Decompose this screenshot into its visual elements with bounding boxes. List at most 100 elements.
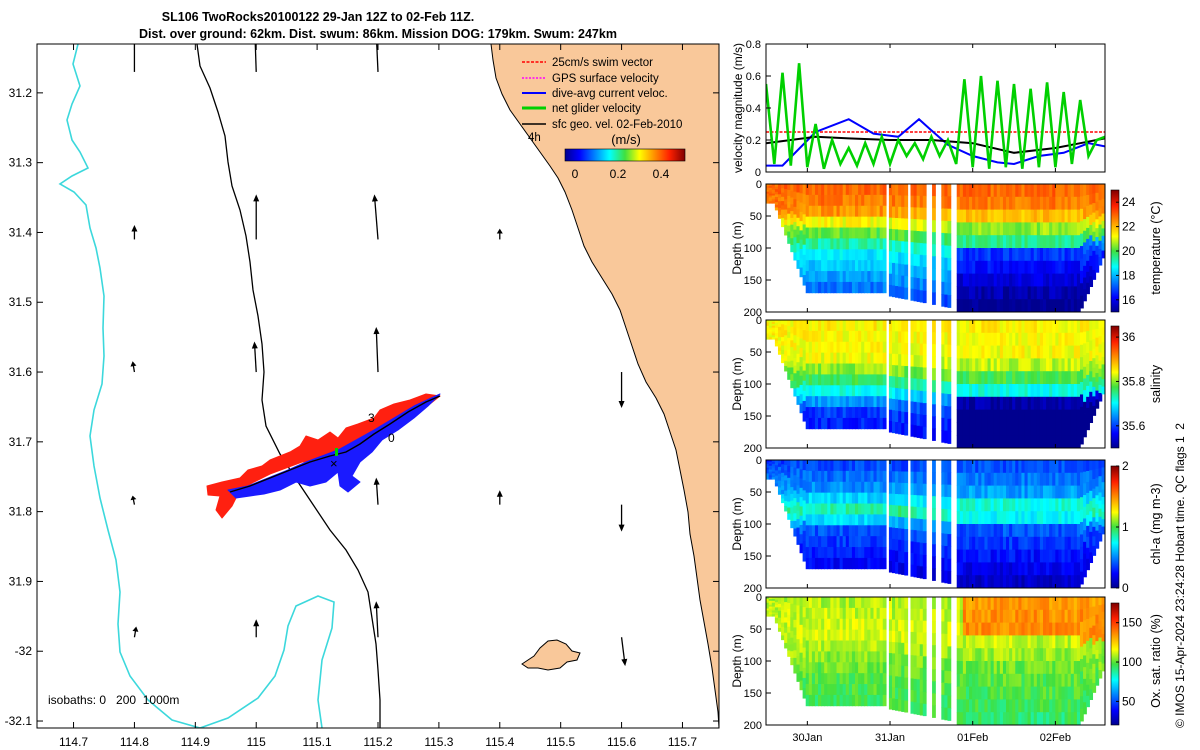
profile-cast-segment bbox=[1070, 409, 1075, 423]
profile-cast-segment bbox=[1049, 524, 1053, 538]
colorbar-tick-label: 36 bbox=[1122, 330, 1136, 344]
profile-cast-segment bbox=[984, 460, 989, 474]
profile-cast-segment bbox=[848, 374, 853, 386]
profile-cast-segment bbox=[814, 385, 819, 397]
profile-cast-segment bbox=[969, 562, 973, 576]
profile-cast-segment bbox=[858, 536, 862, 548]
profile-cast-segment bbox=[1061, 549, 1066, 563]
profile-cast-segment bbox=[827, 396, 832, 408]
profile-cast-segment bbox=[978, 209, 983, 223]
profile-cast-segment bbox=[1079, 196, 1084, 210]
profile-cast-segment bbox=[787, 597, 792, 604]
profile-cast-segment bbox=[956, 485, 961, 499]
profile-cast-segment bbox=[1012, 622, 1016, 636]
profile-cast-segment bbox=[1036, 699, 1041, 713]
profile-cast-segment bbox=[861, 557, 865, 570]
profile-cast-segment bbox=[1058, 524, 1063, 538]
profile-cast-segment bbox=[842, 330, 847, 343]
profile-cast-segment bbox=[879, 629, 884, 641]
profile-cast-segment bbox=[895, 388, 899, 400]
profile-cast-segment bbox=[996, 712, 1001, 725]
profile-cast-segment bbox=[811, 260, 816, 272]
profile-cast-segment bbox=[944, 344, 949, 358]
profile-cast-segment bbox=[768, 610, 773, 613]
profile-cast-segment bbox=[1086, 352, 1090, 365]
profile-cast-segment bbox=[959, 209, 964, 223]
profile-cast-segment bbox=[855, 341, 859, 354]
legend-label-net: net glider velocity bbox=[552, 103, 641, 115]
profile-cast-segment bbox=[904, 230, 909, 242]
profile-cast-segment bbox=[1092, 616, 1097, 627]
profile-cast-segment bbox=[898, 365, 902, 378]
profile-cast-segment bbox=[1024, 358, 1029, 372]
profile-cast-segment bbox=[876, 607, 881, 620]
profile-cast-segment bbox=[1079, 497, 1084, 511]
profile-cast-segment bbox=[898, 551, 902, 563]
profile-cast-segment bbox=[839, 330, 844, 343]
profile-cast-segment bbox=[848, 503, 853, 515]
arrow-head bbox=[618, 524, 625, 532]
profile-cast-segment bbox=[1098, 208, 1103, 217]
profile-cast-segment bbox=[981, 673, 986, 687]
profile-cast-segment bbox=[1009, 622, 1013, 636]
profile-cast-segment bbox=[984, 409, 989, 423]
profile-cast-segment bbox=[833, 249, 838, 261]
profile-cast-segment bbox=[1043, 422, 1047, 436]
profile-cast-segment bbox=[984, 320, 989, 334]
profile-cast-segment bbox=[814, 536, 819, 548]
profile-cast-segment bbox=[891, 195, 896, 207]
profile-cast-segment bbox=[913, 667, 918, 680]
profile-cast-segment bbox=[1036, 235, 1041, 249]
geo-velocity-arrow bbox=[496, 228, 503, 240]
profile-cast-segment bbox=[1089, 266, 1094, 277]
profile-cast-segment bbox=[830, 618, 835, 631]
profile-cast-segment bbox=[996, 235, 1001, 249]
profile-cast-segment bbox=[1036, 273, 1041, 287]
profile-cast-segment bbox=[787, 367, 792, 374]
profile-cast-segment bbox=[1015, 686, 1020, 700]
profile-cast-segment bbox=[1055, 485, 1060, 499]
profile-cast-segment bbox=[972, 260, 976, 274]
profile-cast-segment bbox=[1101, 663, 1105, 672]
profile-cast-segment bbox=[959, 635, 964, 649]
profile-cast-segment bbox=[824, 227, 828, 239]
profile-cast-segment bbox=[1101, 250, 1105, 259]
profile-cast-segment bbox=[1012, 235, 1016, 249]
profile-cast-segment bbox=[848, 249, 853, 261]
profile-cast-segment bbox=[787, 489, 792, 497]
profile-cast-segment bbox=[805, 396, 810, 408]
profile-cast-segment bbox=[811, 281, 816, 294]
profile-cast-segment bbox=[969, 575, 973, 588]
profile-cast-segment bbox=[969, 686, 973, 700]
profile-cast-segment bbox=[1012, 396, 1016, 410]
profile-cast-segment bbox=[975, 260, 980, 274]
profile-cast-segment bbox=[1039, 524, 1044, 538]
profile-cast-segment bbox=[1064, 673, 1069, 687]
profile-cast-segment bbox=[901, 287, 906, 299]
profile-cast-segment bbox=[978, 472, 983, 486]
profile-cast-segment bbox=[1070, 460, 1075, 474]
profile-cast-segment bbox=[1015, 409, 1020, 423]
arrow-head bbox=[618, 401, 625, 409]
profile-cast-segment bbox=[796, 387, 801, 397]
profile-cast-segment bbox=[873, 557, 878, 570]
profile-cast-segment bbox=[1073, 209, 1078, 223]
profile-cast-segment bbox=[1030, 485, 1035, 499]
profile-cast-segment bbox=[1006, 371, 1010, 385]
profile-cast-segment bbox=[836, 607, 841, 620]
profile-cast-segment bbox=[956, 673, 961, 687]
profile-cast-segment bbox=[1033, 460, 1038, 474]
profile-cast-segment bbox=[799, 258, 804, 268]
profile-cast-segment bbox=[1073, 511, 1078, 525]
profile-cast-segment bbox=[916, 266, 921, 279]
profile-cast-segment bbox=[1086, 673, 1090, 686]
profile-cast-segment bbox=[916, 184, 921, 197]
profile-cast-segment bbox=[1086, 525, 1090, 538]
profile-cast-segment bbox=[851, 673, 856, 685]
profile-cast-segment bbox=[830, 341, 835, 354]
profile-cast-segment bbox=[1079, 671, 1084, 685]
time-tick-label: 02Feb bbox=[1040, 732, 1071, 744]
profile-cast-segment bbox=[956, 511, 961, 525]
profile-cast-segment bbox=[972, 536, 976, 550]
profile-cast-segment bbox=[768, 197, 773, 200]
